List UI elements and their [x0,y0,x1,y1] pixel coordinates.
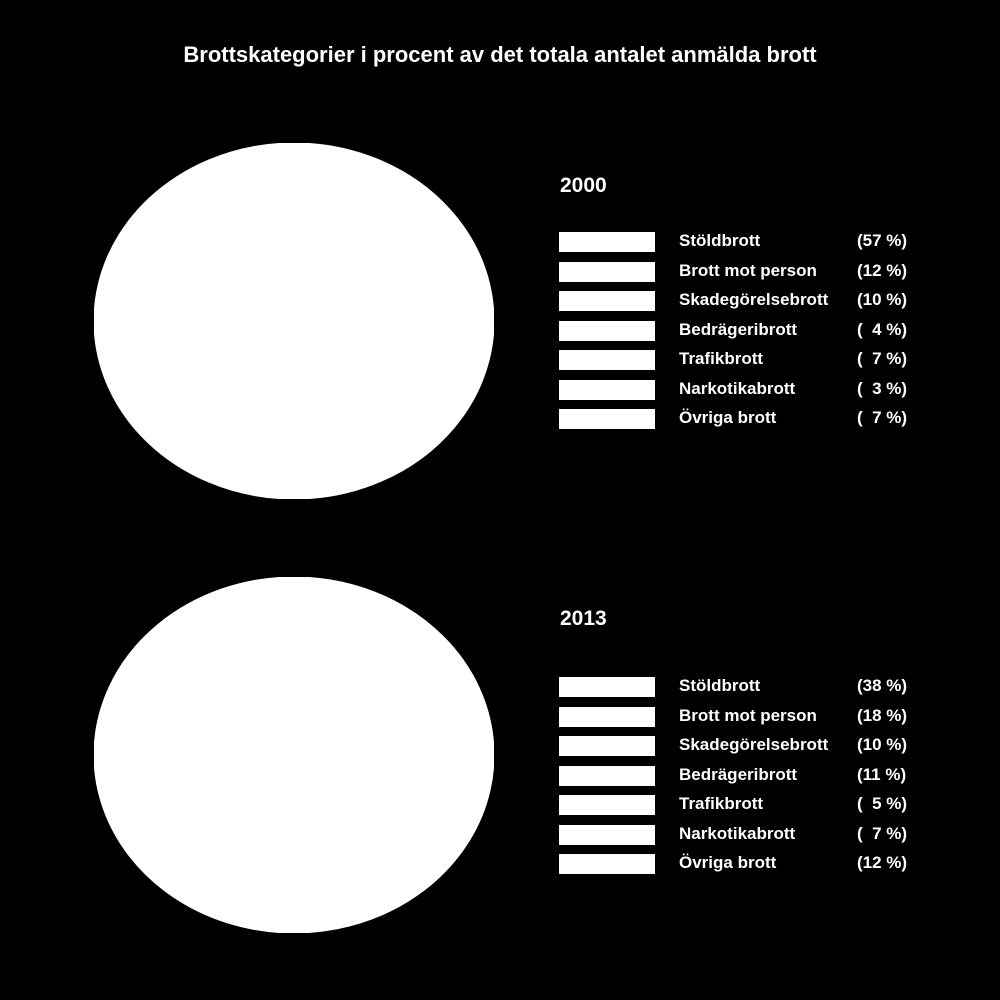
pie-svg-2000 [94,143,494,499]
legend-swatch [559,824,655,845]
legend-item: Stöldbrott (57 %) [559,231,959,262]
legend-item: Bedrägeribrott ( 4 %) [559,319,959,351]
pie-slice [208,143,295,322]
legend-swatch [559,379,655,400]
legend-item: Övriga brott ( 7 %) [559,408,959,439]
legend-item: Brott mot person (18 %) [559,705,959,737]
legend-item: Brott mot person (12 %) [559,260,959,292]
legend-swatch [559,765,655,786]
legend-percent: ( 7 %) [857,349,908,368]
pie-chart-2000 [94,143,494,499]
pie-slice [94,276,296,388]
legend-item: Skadegörelsebrott (10 %) [559,735,959,766]
legend-label: Brott mot person [679,705,817,725]
legend-item: Övriga brott (12 %) [559,853,959,884]
year-label-2000: 2000 [560,174,607,197]
legend-percent: ( 4 %) [857,319,908,339]
pie-slice [226,754,436,933]
legend-swatch [559,795,655,815]
legend-swatch [559,320,655,341]
year-label-2013: 2013 [560,607,607,630]
legend-percent: (12 %) [857,853,908,872]
legend-percent: (11 %) [857,764,907,784]
legend-swatch [559,409,655,429]
legend-percent: ( 7 %) [857,408,908,427]
pie-chart-2013 [94,577,494,933]
legend-item: Skadegörelsebrott (10 %) [559,290,959,321]
pie-slice [293,577,494,883]
legend-percent: ( 5 %) [857,794,908,813]
legend-label: Trafikbrott [679,349,764,368]
legend-2000: Stöldbrott (57 %) Brott mot person (12 %) Sk… [559,231,959,439]
legend-percent: (57 %) [857,231,908,250]
pie-svg-2013 [94,577,494,933]
chart-title: Brottskategorier i procent av det totala… [183,42,817,67]
legend-percent: (38 %) [857,676,908,695]
legend-item: Narkotikabrott ( 3 %) [559,378,959,410]
legend-label: Brott mot person [679,260,817,280]
legend-item: Stöldbrott (38 %) [559,676,959,707]
legend-label: Stöldbrott [679,676,761,695]
legend-label: Skadegörelsebrott [679,735,829,754]
legend-swatch [559,706,655,727]
legend-label: Trafikbrott [679,794,764,813]
legend-label: Narkotikabrott [679,823,796,843]
pie-slice [157,577,295,757]
legend-percent: ( 7 %) [857,823,908,843]
legend-percent: (10 %) [857,735,908,754]
legend-percent: (18 %) [857,705,908,725]
legend-label: Stöldbrott [679,231,761,250]
legend-swatch [559,854,655,874]
pie-slice [208,143,494,499]
legend-label: Övriga brott [679,408,777,427]
legend-label: Skadegörelsebrott [679,290,829,309]
legend-swatch [559,736,655,756]
legend-label: Bedrägeribrott [679,764,798,784]
legend-2013: Stöldbrott (38 %) Brott mot person (18 %) Sk… [559,676,959,884]
legend-item: Narkotikabrott ( 7 %) [559,823,959,855]
pie-slice [94,740,296,858]
pie-slice [107,320,296,483]
legend-swatch [559,261,655,282]
legend-label: Narkotikabrott [679,378,796,398]
legend-label: Övriga brott [679,853,777,872]
legend-swatch [559,350,655,370]
legend-item: Trafikbrott ( 7 %) [559,349,959,380]
legend-swatch [559,232,655,252]
legend-swatch [559,677,655,697]
legend-percent: ( 3 %) [857,378,908,398]
legend-percent: (10 %) [857,290,908,309]
pie-slice [128,753,296,924]
legend-swatch [559,291,655,311]
legend-label: Bedrägeribrott [679,319,798,339]
legend-item: Bedrägeribrott (11 %) [559,764,959,796]
legend-percent: (12 %) [857,260,908,280]
legend-item: Trafikbrott ( 5 %) [559,794,959,825]
